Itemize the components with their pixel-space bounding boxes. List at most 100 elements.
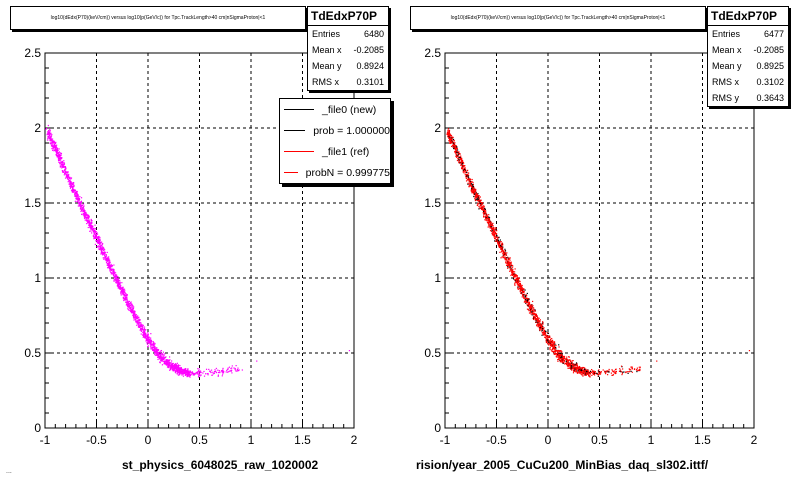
data-point bbox=[69, 185, 72, 187]
data-point bbox=[582, 369, 584, 371]
data-point bbox=[583, 374, 585, 376]
data-point bbox=[195, 372, 197, 374]
data-point bbox=[500, 245, 502, 247]
data-point bbox=[153, 351, 156, 353]
data-point bbox=[99, 243, 101, 246]
data-point bbox=[550, 341, 552, 343]
data-point bbox=[226, 369, 228, 371]
data-point bbox=[171, 368, 173, 370]
data-point bbox=[454, 147, 456, 149]
data-point bbox=[492, 228, 494, 230]
data-point bbox=[507, 262, 509, 264]
data-point bbox=[520, 290, 522, 292]
outlier-point bbox=[748, 350, 751, 352]
right-x-axis-title: rision/year_2005_CuCu200_MinBias_daq_sl3… bbox=[416, 458, 709, 472]
data-point bbox=[500, 257, 502, 259]
data-point bbox=[174, 367, 177, 369]
data-point bbox=[227, 368, 229, 370]
data-point bbox=[154, 346, 156, 348]
data-point bbox=[507, 256, 509, 258]
data-point bbox=[110, 273, 112, 275]
data-point bbox=[126, 305, 128, 307]
data-point bbox=[176, 369, 178, 371]
data-point bbox=[541, 325, 543, 327]
data-point bbox=[535, 321, 537, 324]
data-point bbox=[448, 142, 451, 144]
data-point bbox=[186, 374, 188, 376]
data-point bbox=[478, 200, 480, 202]
data-point bbox=[542, 333, 544, 336]
data-point bbox=[156, 349, 158, 352]
data-point bbox=[118, 284, 120, 286]
data-point bbox=[184, 370, 186, 372]
data-point bbox=[60, 152, 62, 154]
data-point bbox=[475, 194, 477, 196]
data-point bbox=[471, 183, 473, 186]
data-point bbox=[478, 198, 480, 200]
data-point bbox=[81, 213, 83, 215]
data-point bbox=[62, 170, 64, 172]
data-point bbox=[85, 214, 87, 216]
data-point bbox=[50, 142, 52, 144]
data-point bbox=[70, 182, 72, 184]
data-point bbox=[74, 200, 76, 202]
data-point bbox=[96, 233, 98, 236]
data-point bbox=[458, 151, 460, 153]
data-point bbox=[468, 179, 470, 181]
data-point bbox=[461, 160, 463, 162]
data-point bbox=[458, 160, 460, 162]
data-point bbox=[48, 134, 50, 136]
data-point bbox=[563, 360, 565, 362]
data-point bbox=[184, 368, 186, 370]
data-point bbox=[100, 253, 102, 255]
data-point bbox=[516, 275, 518, 277]
data-point bbox=[130, 305, 132, 307]
data-point bbox=[67, 181, 69, 183]
data-point bbox=[51, 147, 53, 150]
data-point bbox=[129, 303, 131, 305]
data-point bbox=[614, 368, 617, 371]
data-point bbox=[227, 367, 229, 369]
data-point bbox=[548, 335, 551, 337]
data-point bbox=[569, 360, 571, 362]
data-point bbox=[501, 245, 503, 247]
data-point bbox=[504, 248, 506, 250]
data-point bbox=[114, 277, 116, 280]
data-point bbox=[494, 237, 497, 239]
data-point bbox=[58, 155, 61, 157]
left-title-box: log10(dEdx(P70)(keV/cm)) versus log10(p(… bbox=[10, 6, 306, 30]
data-point bbox=[124, 295, 126, 297]
data-point bbox=[540, 327, 542, 329]
data-point bbox=[150, 343, 152, 345]
data-point bbox=[72, 190, 74, 192]
data-point bbox=[109, 259, 111, 261]
data-point bbox=[522, 291, 524, 293]
data-point bbox=[90, 225, 92, 227]
data-point bbox=[563, 356, 565, 358]
data-point bbox=[572, 363, 574, 365]
data-point bbox=[69, 182, 71, 184]
data-point bbox=[561, 357, 563, 359]
data-point bbox=[199, 371, 201, 373]
data-point bbox=[51, 139, 53, 142]
data-point bbox=[582, 366, 584, 369]
data-point bbox=[185, 371, 187, 374]
data-point bbox=[558, 344, 560, 346]
data-point bbox=[175, 365, 177, 367]
data-point bbox=[545, 337, 547, 339]
data-point bbox=[547, 338, 549, 340]
data-point bbox=[505, 262, 507, 264]
data-point bbox=[462, 169, 464, 171]
data-point bbox=[52, 142, 54, 144]
data-point bbox=[630, 370, 632, 372]
data-point bbox=[450, 134, 452, 137]
data-point bbox=[522, 292, 525, 294]
data-point bbox=[627, 372, 629, 374]
data-point bbox=[545, 330, 547, 333]
data-point bbox=[157, 354, 159, 356]
data-point bbox=[171, 366, 173, 368]
data-point bbox=[455, 153, 457, 156]
data-point bbox=[465, 176, 467, 178]
data-point bbox=[171, 365, 174, 368]
data-point bbox=[112, 270, 114, 272]
